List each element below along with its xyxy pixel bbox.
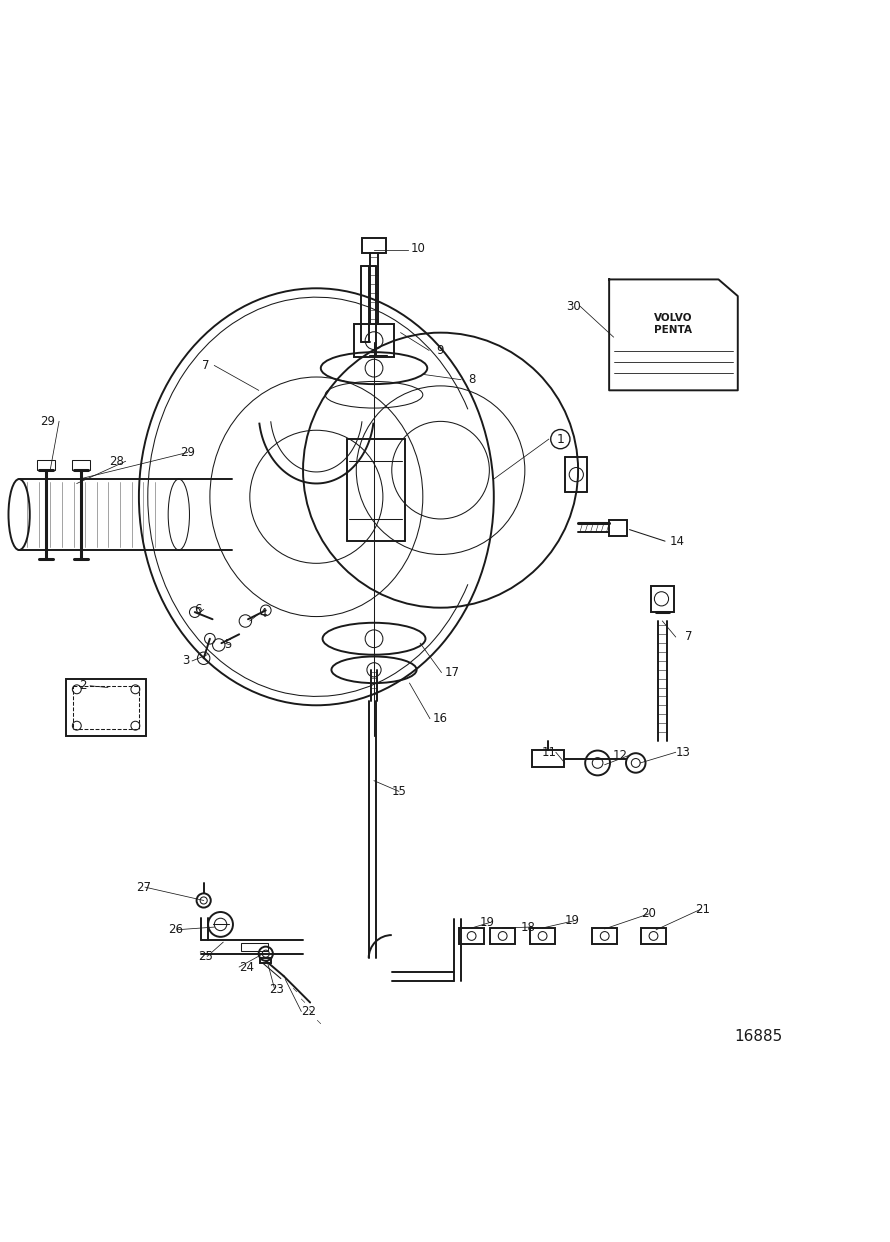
Text: 16: 16 xyxy=(433,712,448,725)
Text: 22: 22 xyxy=(301,1005,316,1018)
Text: 8: 8 xyxy=(468,373,475,386)
Text: 2: 2 xyxy=(79,679,86,692)
Text: 7: 7 xyxy=(685,631,692,643)
Text: 14: 14 xyxy=(670,534,685,548)
Text: 28: 28 xyxy=(109,455,125,468)
Text: 27: 27 xyxy=(136,881,150,894)
Text: 21: 21 xyxy=(695,903,710,915)
Text: 13: 13 xyxy=(676,745,691,759)
Text: 23: 23 xyxy=(269,982,284,996)
Text: 15: 15 xyxy=(392,785,407,797)
Text: 6: 6 xyxy=(195,602,202,616)
Text: 16885: 16885 xyxy=(734,1030,782,1045)
Text: 12: 12 xyxy=(613,749,628,763)
Text: 3: 3 xyxy=(182,655,190,667)
Text: 19: 19 xyxy=(480,917,495,929)
Text: 25: 25 xyxy=(198,950,213,963)
Text: 29: 29 xyxy=(180,446,195,460)
Text: 17: 17 xyxy=(445,666,459,679)
Text: 19: 19 xyxy=(564,914,579,928)
Text: 4: 4 xyxy=(259,607,267,621)
Text: 5: 5 xyxy=(224,638,231,652)
Text: 9: 9 xyxy=(436,344,443,356)
Text: 20: 20 xyxy=(642,908,657,920)
Text: 30: 30 xyxy=(566,299,581,313)
Text: 1: 1 xyxy=(556,432,564,446)
Text: 7: 7 xyxy=(202,359,209,373)
Text: 11: 11 xyxy=(541,745,556,759)
Text: VOLVO
PENTA: VOLVO PENTA xyxy=(654,313,692,335)
Text: 26: 26 xyxy=(168,923,182,936)
Text: 24: 24 xyxy=(239,960,254,974)
Text: 10: 10 xyxy=(411,242,425,255)
Text: 29: 29 xyxy=(40,415,55,428)
Text: 18: 18 xyxy=(521,920,536,934)
